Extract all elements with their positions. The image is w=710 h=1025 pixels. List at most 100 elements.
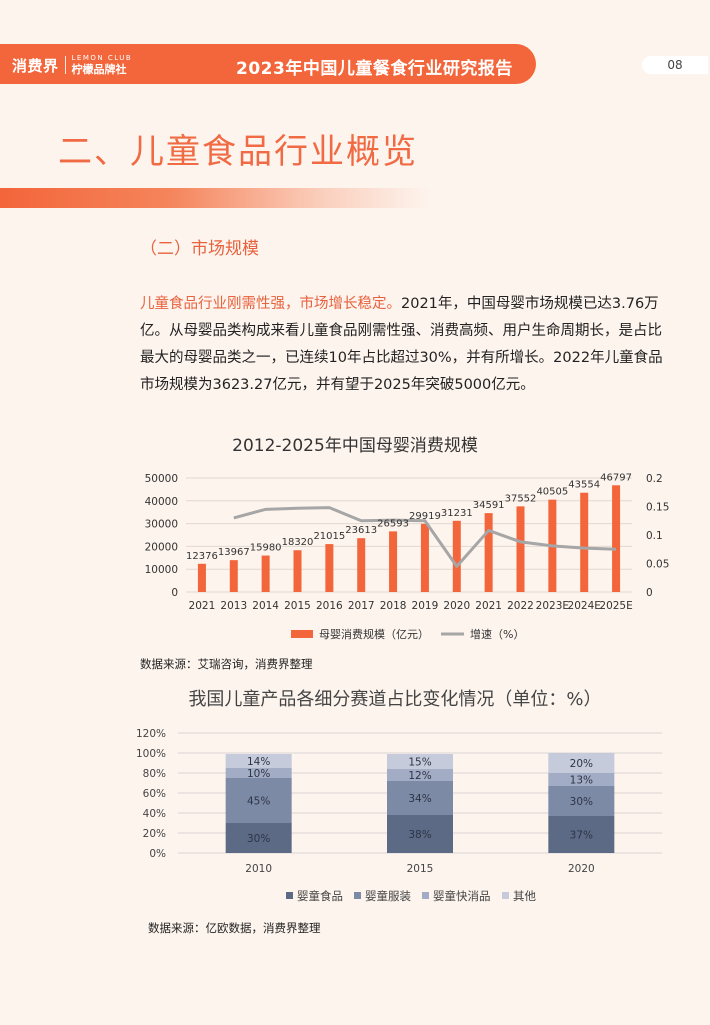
brand-divider: [64, 56, 66, 74]
bar-value-label: 40505: [536, 487, 568, 498]
legend-label: 婴童快消品: [433, 889, 491, 903]
paragraph-highlight: 儿童食品行业刚需性强，市场增长稳定。: [140, 296, 401, 312]
paragraph-body: 2021年，中国母婴市场规模已达3.76万亿。从母婴品类构成来看儿童食品刚需性强…: [140, 296, 663, 393]
bar: [420, 523, 429, 592]
bar: [229, 560, 238, 592]
legend-label: 婴童食品: [297, 889, 343, 903]
y-tick-label: 20%: [143, 828, 166, 840]
stacked-bar-segment: [387, 815, 453, 853]
bar-value-label: 21015: [313, 531, 345, 542]
segment-value-label: 37%: [570, 830, 593, 842]
bar: [261, 555, 270, 592]
segment-value-label: 12%: [408, 770, 431, 782]
brand-logo: 消费界 LEMON CLUB 柠檬品牌社: [12, 54, 132, 76]
stacked-bar-segment: [387, 781, 453, 815]
segment-value-label: 30%: [247, 833, 270, 845]
legend-label-bar: 母婴消费规模（亿元）: [319, 627, 429, 641]
y-right-tick-label: 0.1: [646, 530, 663, 542]
x-tick-label: 2019: [412, 600, 439, 612]
bar-value-label: 46797: [600, 472, 632, 483]
segment-value-label: 34%: [408, 793, 431, 805]
bar-value-label: 37552: [505, 493, 537, 504]
bar: [293, 550, 302, 592]
bar: [357, 538, 366, 592]
y-right-tick-label: 0.05: [646, 559, 669, 571]
x-tick-label: 2013: [220, 600, 247, 612]
bar: [580, 492, 589, 592]
bar-value-label: 13967: [218, 547, 250, 558]
bar: [197, 563, 206, 592]
growth-line: [233, 506, 617, 568]
x-tick-label: 2010: [245, 863, 272, 875]
bar-value-label: 26593: [377, 518, 409, 529]
segment-value-label: 20%: [570, 758, 593, 770]
legend-swatch: [502, 892, 509, 899]
stacked-bar-segment: [387, 754, 453, 769]
segment-value-label: 15%: [408, 757, 431, 769]
legend-label: 其他: [513, 889, 536, 903]
segment-value-label: 30%: [570, 796, 593, 808]
segment-value-label: 38%: [408, 829, 431, 841]
y-left-tick-label: 20000: [145, 541, 178, 553]
segment-value-label: 45%: [247, 796, 270, 808]
y-left-tick-label: 40000: [145, 496, 178, 508]
x-tick-label: 2023E: [536, 600, 569, 612]
y-left-tick-label: 0: [171, 587, 178, 599]
bar: [389, 531, 398, 592]
y-tick-label: 100%: [136, 748, 166, 760]
y-tick-label: 80%: [143, 768, 166, 780]
x-tick-label: 2021: [189, 600, 216, 612]
chart2-source: 数据来源：亿欧数据，消费界整理: [148, 921, 321, 935]
chart1-market-size: 0 10000 20000 30000 40000 50000 0 0.05 0.1 0.15 0.…: [145, 472, 670, 641]
y-left-tick-label: 30000: [145, 519, 178, 531]
stacked-bar-segment: [548, 753, 615, 773]
legend-swatch: [286, 892, 293, 899]
chart2-title: 我国儿童产品各细分赛道占比变化情况（单位：%）: [188, 689, 602, 710]
header-bar: 消费界 LEMON CLUB 柠檬品牌社 2023年中国儿童餐食行业研究报告 0…: [0, 44, 710, 84]
y-tick-label: 40%: [143, 808, 166, 820]
x-tick-label: 2020: [443, 600, 470, 612]
x-tick-label: 2015: [284, 600, 311, 612]
x-tick-label: 2015: [407, 863, 434, 875]
header-band: [0, 44, 536, 84]
stacked-bar-segment: [225, 754, 292, 768]
brand-club: LEMON CLUB 柠檬品牌社: [71, 55, 133, 76]
title-gradient-bar: [0, 188, 430, 208]
segment-value-label: 13%: [570, 775, 593, 787]
bar: [484, 513, 493, 592]
y-tick-label: 0%: [149, 848, 166, 860]
stacked-bar-segment: [548, 816, 615, 853]
bar: [452, 520, 461, 592]
chart1-title: 2012-2025年中国母婴消费规模: [232, 436, 478, 456]
bar: [612, 485, 621, 592]
bar-value-label: 18320: [282, 537, 314, 548]
legend-swatch-bar: [291, 630, 313, 638]
x-tick-label: 2020: [568, 863, 595, 875]
bar-value-label: 29919: [409, 511, 441, 522]
y-left-tick-label: 10000: [145, 564, 178, 576]
bar-value-label: 23613: [345, 525, 377, 536]
stacked-bar-segment: [548, 786, 615, 816]
x-tick-label: 2017: [348, 600, 375, 612]
chart1-source: 数据来源：艾瑞咨询，消费界整理: [140, 657, 313, 671]
segment-value-label: 14%: [247, 756, 270, 768]
legend-swatch: [422, 892, 429, 899]
bar-value-label: 43554: [568, 480, 600, 491]
brand-subname: 柠檬品牌社: [71, 63, 127, 76]
y-tick-label: 120%: [136, 728, 166, 740]
bar: [516, 506, 525, 592]
x-tick-label: 2018: [380, 600, 407, 612]
y-tick-label: 60%: [143, 788, 166, 800]
x-tick-label: 2016: [316, 600, 343, 612]
y-right-tick-label: 0: [646, 587, 653, 599]
y-left-tick-label: 50000: [145, 473, 178, 485]
x-tick-label: 2024E: [568, 600, 601, 612]
bar-value-label: 34591: [473, 500, 505, 511]
subsection-title: （二）市场规模: [140, 239, 259, 259]
legend-swatch: [354, 892, 361, 899]
section-title: 二、儿童食品行业概览: [58, 132, 418, 172]
x-tick-label: 2025E: [599, 600, 632, 612]
chart2-segment-share: 0% 20% 40% 60% 80% 100% 120% 30% 45% 10%14% 2010 38…: [136, 728, 662, 903]
stacked-bar-segment: [387, 769, 453, 781]
stacked-bar-segment: [225, 778, 292, 823]
